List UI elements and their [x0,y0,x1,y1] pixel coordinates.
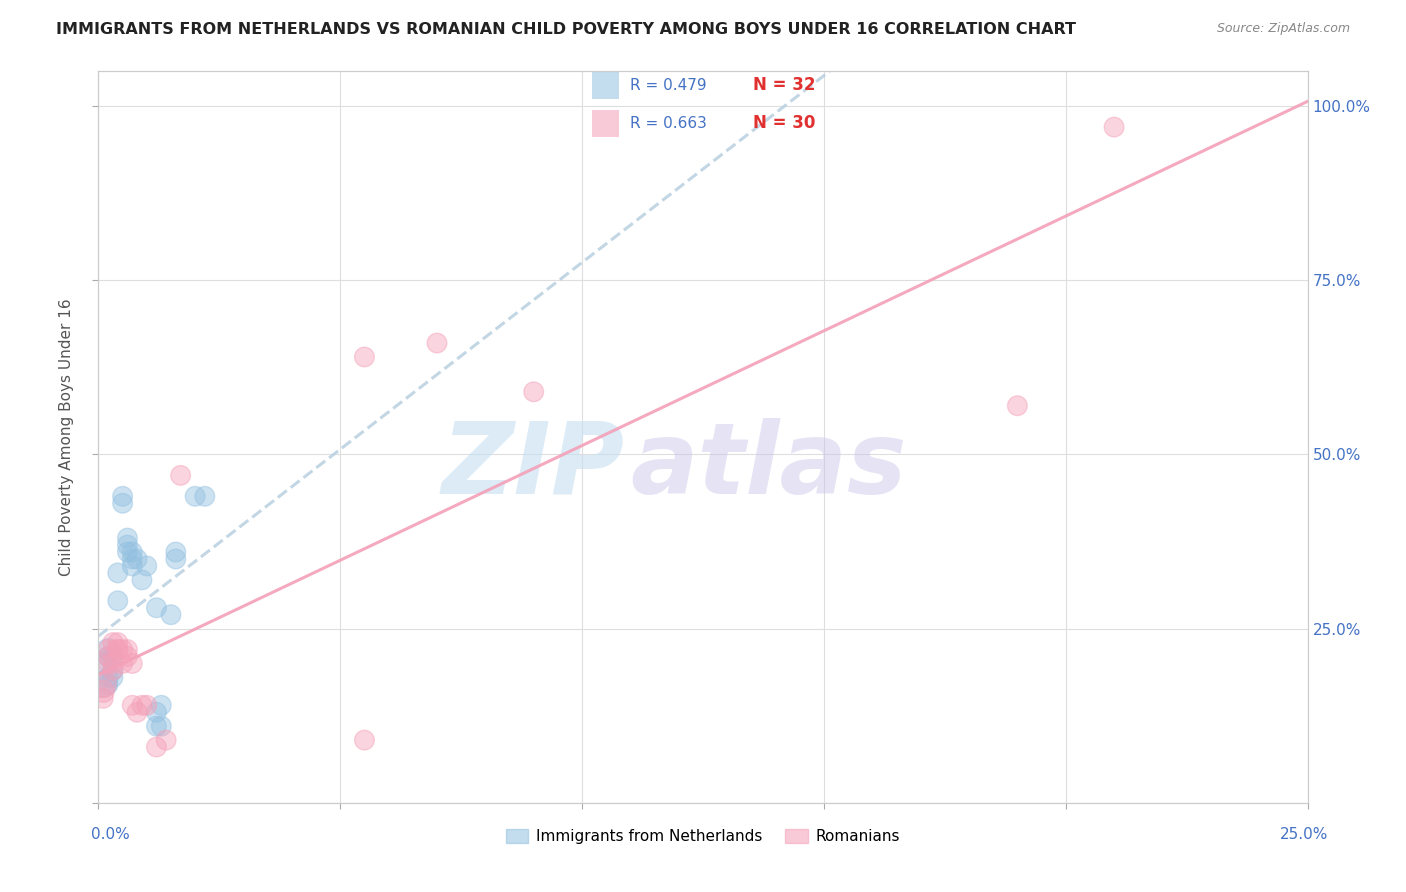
Point [121,698,143,713]
Point [107,566,129,580]
Y-axis label: Child Poverty Among Boys Under 16: Child Poverty Among Boys Under 16 [59,298,75,576]
Point [111,496,134,510]
Point [101,657,124,671]
Point [107,635,129,649]
Point [150,719,173,733]
Point [426,336,449,351]
Point [184,489,207,503]
Point [155,733,177,747]
Point [101,664,124,678]
Point [101,649,124,664]
Point [121,558,143,573]
Point [127,552,149,566]
Point [145,600,167,615]
Point [91,657,114,671]
Point [101,664,124,678]
Point [117,642,139,657]
Text: N = 32: N = 32 [754,77,815,95]
Text: R = 0.663: R = 0.663 [630,116,707,131]
Point [107,594,129,608]
Point [97,642,120,657]
FancyBboxPatch shape [592,71,619,99]
Point [111,657,134,671]
Point [131,573,153,587]
Point [91,684,114,698]
Point [135,698,157,713]
Point [101,670,124,684]
Point [127,705,149,719]
Text: N = 30: N = 30 [754,114,815,132]
Text: 25.0%: 25.0% [1281,827,1329,841]
FancyBboxPatch shape [592,110,619,137]
Point [160,607,183,622]
Legend: Immigrants from Netherlands, Romanians: Immigrants from Netherlands, Romanians [499,822,907,850]
Point [145,705,167,719]
Point [121,552,143,566]
Point [194,489,217,503]
Point [169,468,191,483]
Point [91,691,114,706]
Point [145,740,167,755]
Point [150,698,173,713]
Text: R = 0.479: R = 0.479 [630,78,707,93]
Point [1102,120,1125,134]
Text: 0.0%: 0.0% [91,827,131,841]
Point [91,677,114,691]
Point [121,657,143,671]
Point [97,649,120,664]
Point [145,719,167,733]
Point [117,649,139,664]
Point [523,384,546,399]
Point [107,642,129,657]
Point [91,677,114,691]
Text: Source: ZipAtlas.com: Source: ZipAtlas.com [1216,22,1350,36]
Point [97,642,120,657]
Point [97,670,120,684]
Point [1007,399,1029,413]
Point [117,531,139,545]
Point [135,558,157,573]
Point [111,489,134,503]
Point [165,552,187,566]
Point [121,545,143,559]
Point [101,635,124,649]
Point [117,538,139,552]
Point [97,657,120,671]
Point [97,677,120,691]
Point [353,733,375,747]
Text: ZIP: ZIP [441,417,624,515]
Point [97,649,120,664]
Point [111,642,134,657]
Point [165,545,187,559]
Text: atlas: atlas [630,417,907,515]
Point [117,545,139,559]
Point [353,350,375,364]
Text: IMMIGRANTS FROM NETHERLANDS VS ROMANIAN CHILD POVERTY AMONG BOYS UNDER 16 CORREL: IMMIGRANTS FROM NETHERLANDS VS ROMANIAN … [56,22,1076,37]
Point [131,698,153,713]
Point [107,642,129,657]
